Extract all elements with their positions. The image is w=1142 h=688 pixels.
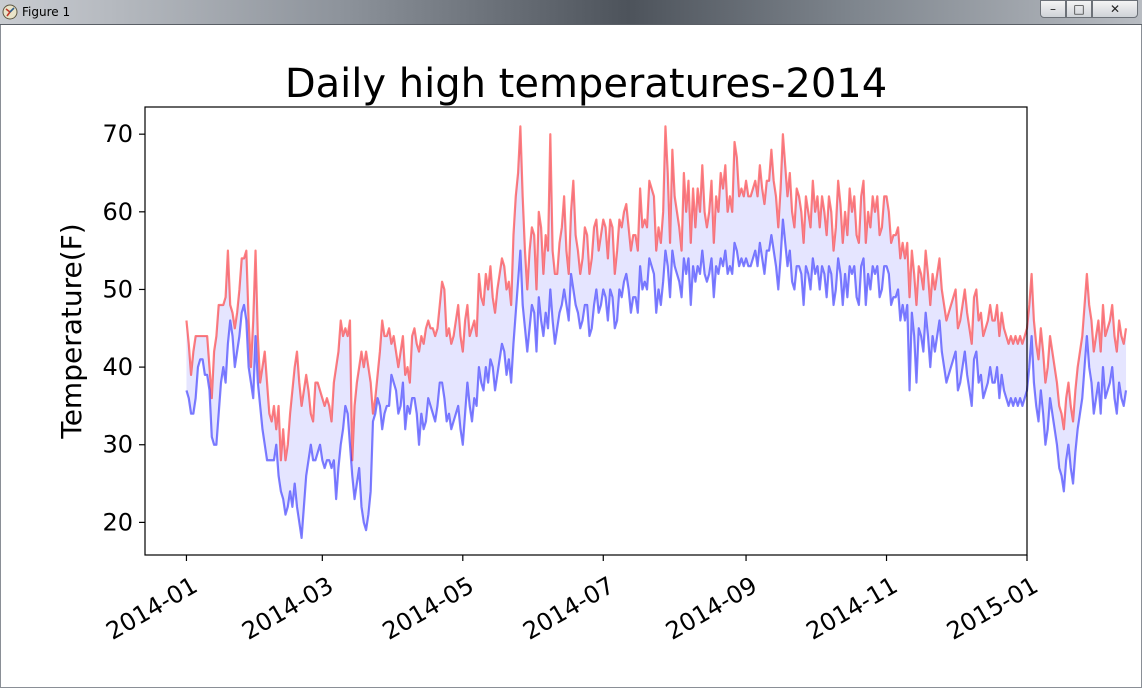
- x-tick-label: 2014-03: [237, 571, 338, 645]
- series-line-low: [185, 218, 1128, 540]
- y-axis: 20 30 40 50 60 70: [102, 120, 145, 536]
- window-titlebar[interactable]: Figure 1 – □ ✕: [0, 0, 1142, 25]
- close-button[interactable]: ✕: [1092, 0, 1138, 18]
- x-tick-label: 2014-07: [518, 571, 619, 645]
- y-tick-label: 40: [102, 353, 133, 381]
- series-line-high: [185, 125, 1128, 462]
- close-icon: ✕: [1109, 2, 1121, 16]
- window-title: Figure 1: [22, 5, 71, 19]
- y-tick-label: 60: [102, 198, 133, 226]
- y-axis-label: Temperature(F): [55, 223, 88, 439]
- axes-frame: [144, 106, 1028, 556]
- y-tick-label: 50: [102, 275, 133, 303]
- minimize-icon: –: [1050, 2, 1056, 16]
- x-tick-label: 2014-11: [801, 571, 902, 645]
- x-tick-label: 2014-09: [661, 571, 762, 645]
- x-tick-label: 2014-05: [378, 571, 479, 645]
- chart-title: Daily high temperatures-2014: [285, 61, 887, 107]
- minimize-button[interactable]: –: [1040, 0, 1066, 18]
- y-tick-label: 70: [102, 120, 133, 148]
- x-tick-label: 2014-01: [101, 571, 202, 645]
- y-tick-label: 20: [102, 508, 133, 536]
- python-app-icon: [2, 4, 18, 20]
- chart-svg: Daily high temperatures-2014 Temperature…: [55, 61, 1128, 646]
- maximize-icon: □: [1073, 2, 1085, 16]
- x-axis: 2014-01 2014-03 2014-05 2014-07 2014-09 2014-…: [101, 555, 1043, 646]
- series-layer: [185, 125, 1128, 540]
- x-tick-label: 2015-01: [942, 571, 1043, 645]
- y-tick-label: 30: [102, 431, 133, 459]
- maximize-button[interactable]: □: [1066, 0, 1092, 18]
- figure-canvas: Daily high temperatures-2014 Temperature…: [0, 25, 1142, 688]
